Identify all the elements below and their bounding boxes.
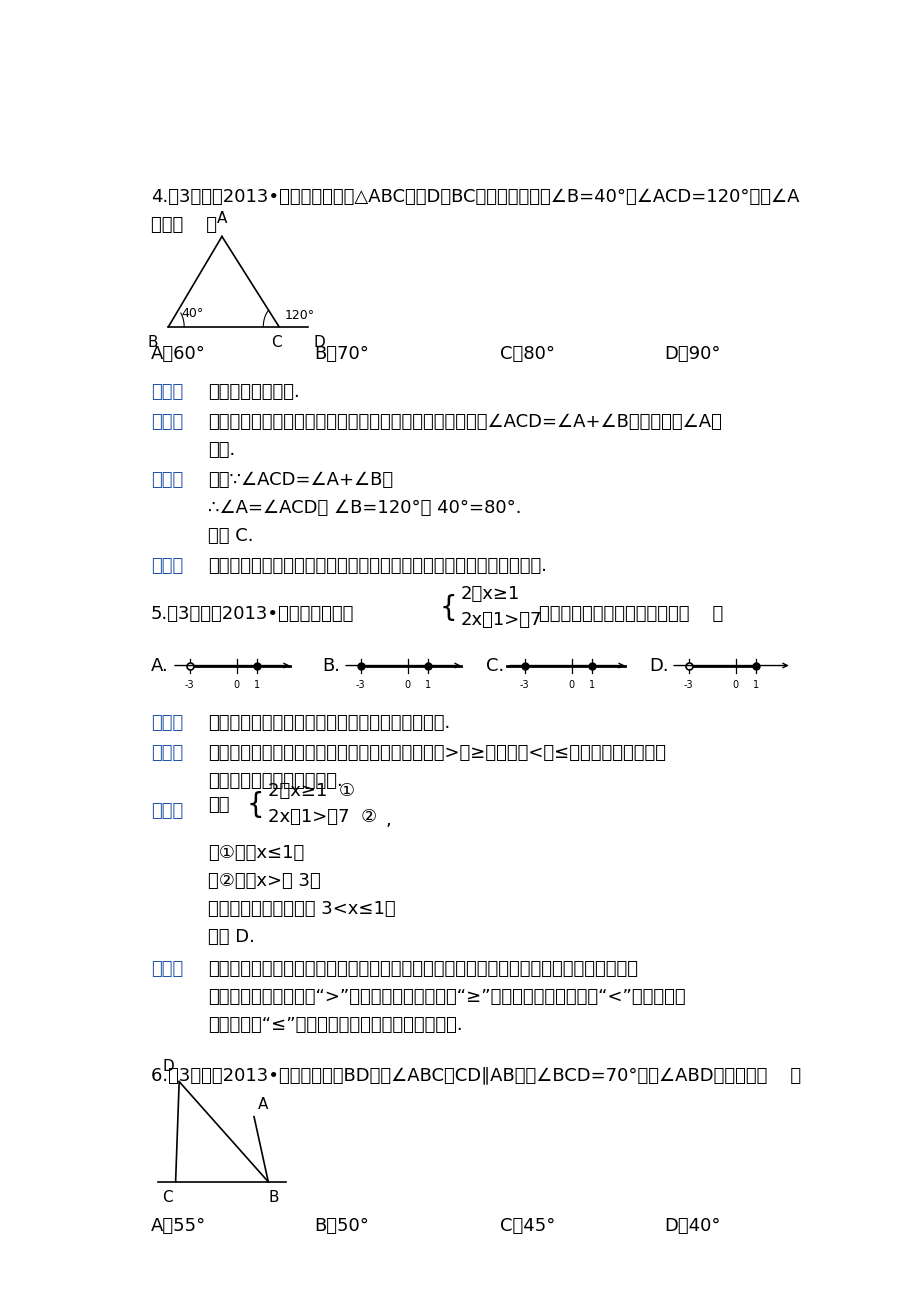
- Text: D．40°: D．40°: [664, 1217, 720, 1234]
- Text: 解答：: 解答：: [151, 471, 183, 490]
- Text: -3: -3: [185, 680, 194, 690]
- Text: D: D: [312, 335, 324, 350]
- Text: 1: 1: [254, 680, 259, 690]
- Text: 轴上表示出来的方法：“>”空心圆点向右画折线，“≥”实心圆点向右画折线，“<”空心圆点向: 轴上表示出来的方法：“>”空心圆点向右画折线，“≥”实心圆点向右画折线，“<”空…: [208, 988, 685, 1006]
- Text: 由①得：x≤1，: 由①得：x≤1，: [208, 844, 303, 862]
- Text: C: C: [271, 335, 282, 350]
- Text: 4.（3分）（2013•襄阳）如图，在△ABC中，D是BC延长线上一点，∠B=40°，∠ACD=120°，则∠A: 4.（3分）（2013•襄阳）如图，在△ABC中，D是BC延长线上一点，∠B=4…: [151, 189, 799, 206]
- Text: B: B: [147, 335, 158, 350]
- Text: 0: 0: [233, 680, 240, 690]
- Text: 根据三角形的一个外角等于与它不相邻的两个内角的和，知∠ACD=∠A+∠B，从而求出∠A的: 根据三角形的一个外角等于与它不相邻的两个内角的和，知∠ACD=∠A+∠B，从而求…: [208, 413, 720, 431]
- Text: -3: -3: [519, 680, 529, 690]
- Text: D.: D.: [649, 656, 669, 674]
- Text: 解答：: 解答：: [151, 802, 183, 820]
- Text: 解：: 解：: [208, 796, 229, 814]
- Text: B．70°: B．70°: [314, 345, 369, 363]
- Text: 2x－1>＇7: 2x－1>＇7: [460, 612, 541, 629]
- Text: B.: B.: [322, 656, 339, 674]
- Text: 分析：: 分析：: [151, 413, 183, 431]
- Text: 示出来，从而得出正确答案.: 示出来，从而得出正确答案.: [208, 772, 342, 790]
- Text: 分析：: 分析：: [151, 743, 183, 762]
- Text: B: B: [268, 1190, 279, 1204]
- Text: A．60°: A．60°: [151, 345, 205, 363]
- Text: 点评：: 点评：: [151, 961, 183, 978]
- Text: ∴∠A=∠ACD－ ∠B=120°－ 40°=80°.: ∴∠A=∠ACD－ ∠B=120°－ 40°=80°.: [208, 499, 521, 517]
- Text: 在数轴上表示不等式的解集；解一元一次不等式组.: 在数轴上表示不等式的解集；解一元一次不等式组.: [208, 713, 449, 732]
- Text: ,: ,: [386, 811, 391, 829]
- Text: B．50°: B．50°: [314, 1217, 369, 1234]
- Text: 等于（    ）: 等于（ ）: [151, 216, 216, 234]
- Text: 1: 1: [425, 680, 430, 690]
- Text: D．90°: D．90°: [664, 345, 720, 363]
- Text: 三角形的外角性质.: 三角形的外角性质.: [208, 383, 299, 401]
- Text: 2－x≥1  ①: 2－x≥1 ①: [268, 781, 355, 799]
- Text: -3: -3: [356, 680, 365, 690]
- Text: 此题考查了一元一次不等式组的解法和在数轴上表示不等式的解集，掌握不等式的解集在数: 此题考查了一元一次不等式组的解法和在数轴上表示不等式的解集，掌握不等式的解集在数: [208, 961, 637, 978]
- Text: C: C: [162, 1190, 172, 1204]
- Text: 0: 0: [404, 680, 411, 690]
- Text: 1: 1: [588, 680, 595, 690]
- Text: A: A: [217, 211, 227, 227]
- Text: 考点：: 考点：: [151, 713, 183, 732]
- Text: A: A: [257, 1096, 267, 1112]
- Text: 故选 C.: 故选 C.: [208, 527, 253, 546]
- Text: 1: 1: [752, 680, 758, 690]
- Text: {: {: [439, 595, 457, 622]
- Text: 度数.: 度数.: [208, 441, 234, 460]
- Text: A.: A.: [151, 656, 168, 674]
- Text: 解：∵∠ACD=∠A+∠B，: 解：∵∠ACD=∠A+∠B，: [208, 471, 392, 490]
- Text: C．45°: C．45°: [500, 1217, 555, 1234]
- Text: 考点：: 考点：: [151, 383, 183, 401]
- Text: 6.（3分）（2013•襄阳）如图，BD平分∠ABC，CD∥AB，若∠BCD=70°，则∠ABD的度数为（    ）: 6.（3分）（2013•襄阳）如图，BD平分∠ABC，CD∥AB，若∠BCD=7…: [151, 1066, 800, 1085]
- Text: 2－x≥1: 2－x≥1: [460, 586, 519, 603]
- Text: D: D: [163, 1059, 175, 1074]
- Text: A．55°: A．55°: [151, 1217, 206, 1234]
- Text: 左面折线，“≤”实心圆点向左面折线是解题的关键.: 左面折线，“≤”实心圆点向左面折线是解题的关键.: [208, 1017, 462, 1034]
- Text: 本题主要考查三角形外角的性质，解答的关键是沟通外角和内角的关系.: 本题主要考查三角形外角的性质，解答的关键是沟通外角和内角的关系.: [208, 557, 546, 575]
- Text: -3: -3: [683, 680, 693, 690]
- Text: 由②得：x>－ 3，: 由②得：x>－ 3，: [208, 872, 320, 891]
- Text: 根据不等式组的解法求出不等式组的解集，再根据>，≥向右画；<，≤向左画，在数轴上表: 根据不等式组的解法求出不等式组的解集，再根据>，≥向右画；<，≤向左画，在数轴上…: [208, 743, 665, 762]
- Text: 的解集在数轴上表示正确的是（    ）: 的解集在数轴上表示正确的是（ ）: [539, 605, 722, 624]
- Text: {: {: [246, 790, 265, 819]
- Text: C．80°: C．80°: [500, 345, 554, 363]
- Text: 120°: 120°: [284, 309, 314, 322]
- Text: 40°: 40°: [181, 307, 203, 320]
- Text: 故选 D.: 故选 D.: [208, 928, 255, 947]
- Text: 5.（3分）（2013•襄阳）不等式组: 5.（3分）（2013•襄阳）不等式组: [151, 605, 354, 624]
- Text: 则不等式组的解集是－ 3<x≤1；: 则不等式组的解集是－ 3<x≤1；: [208, 900, 395, 918]
- Text: 0: 0: [568, 680, 574, 690]
- Text: C.: C.: [485, 656, 504, 674]
- Text: 2x－1>＇7  ②: 2x－1>＇7 ②: [268, 809, 377, 825]
- Text: 0: 0: [732, 680, 738, 690]
- Text: 点评：: 点评：: [151, 557, 183, 575]
